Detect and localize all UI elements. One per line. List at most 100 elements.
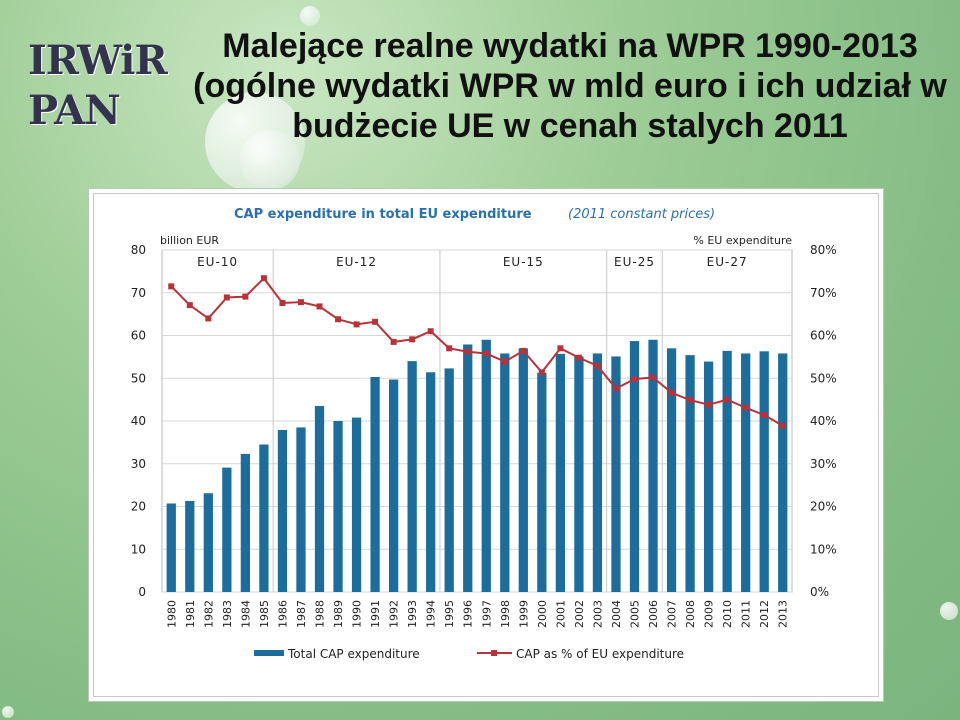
- x-tick-label: 2013: [777, 600, 790, 628]
- line-point-2003: [594, 362, 601, 369]
- bar-1987: [296, 427, 306, 592]
- chart-subtitle: (2011 constant prices): [568, 207, 715, 222]
- bar-1999: [518, 348, 528, 592]
- right-tick-label: 50%: [810, 371, 837, 385]
- x-tick-label: 1989: [332, 600, 345, 628]
- cap-expenditure-chart: CAP expenditure in total EU expenditure …: [131, 207, 837, 661]
- line-point-2009: [705, 401, 712, 408]
- right-tick-label: 0%: [810, 585, 829, 599]
- line-point-1988: [316, 303, 323, 310]
- x-tick-label: 1994: [425, 600, 438, 628]
- bar-2001: [555, 353, 566, 592]
- left-tick-label: 80: [131, 243, 146, 257]
- left-tick-label: 30: [131, 457, 146, 471]
- bar-1991: [370, 376, 380, 592]
- x-tick-label: 1993: [406, 600, 419, 628]
- chart-legend: Total CAP expenditure CAP as % of EU exp…: [254, 647, 684, 661]
- era-label: EU-15: [503, 255, 544, 269]
- line-point-1983: [223, 294, 230, 301]
- decorative-bubble-medium: [240, 130, 300, 190]
- legend-label-bars: Total CAP expenditure: [287, 647, 420, 661]
- line-point-1985: [260, 275, 267, 282]
- chart-frame: CAP expenditure in total EU expenditure …: [93, 193, 879, 697]
- bar-1983: [222, 467, 232, 592]
- line-point-2011: [742, 404, 749, 411]
- bar-2002: [574, 356, 584, 592]
- bar-2012: [759, 351, 769, 592]
- bar-1998: [500, 353, 510, 592]
- bar-2003: [592, 353, 603, 592]
- x-tick-label: 1984: [239, 600, 252, 628]
- bar-1995: [444, 368, 454, 592]
- right-axis-label: % EU expenditure: [693, 234, 792, 247]
- line-point-1997: [483, 350, 490, 357]
- line-point-1999: [520, 347, 527, 354]
- line-point-2012: [761, 412, 768, 419]
- line-point-1996: [464, 348, 471, 355]
- bar-1988: [314, 406, 325, 592]
- x-tick-label: 2005: [629, 600, 642, 628]
- line-point-2005: [631, 376, 638, 383]
- bar-2004: [611, 356, 621, 592]
- era-label: EU-12: [336, 255, 377, 269]
- left-tick-label: 40: [131, 414, 146, 428]
- line-point-2002: [575, 354, 582, 361]
- bar-1990: [351, 417, 362, 592]
- left-axis-label: billion EUR: [160, 234, 219, 247]
- line-point-1992: [390, 338, 397, 345]
- x-tick-label: 1990: [351, 600, 364, 628]
- x-tick-label: 2009: [703, 600, 716, 628]
- decorative-bubble-bottom: [2, 706, 14, 718]
- right-tick-label: 10%: [810, 542, 837, 556]
- left-tick-label: 60: [131, 329, 146, 343]
- bar-2000: [537, 372, 547, 592]
- era-label: EU-25: [614, 255, 655, 269]
- x-tick-label: 2008: [684, 600, 697, 628]
- line-point-1994: [427, 328, 434, 335]
- legend-label-line: CAP as % of EU expenditure: [516, 647, 684, 661]
- bar-1981: [185, 500, 195, 592]
- line-point-1991: [372, 318, 379, 325]
- legend-swatch-line-marker: [491, 650, 497, 656]
- left-tick-label: 0: [138, 585, 146, 599]
- left-tick-label: 20: [131, 500, 146, 514]
- x-tick-label: 2011: [740, 600, 753, 628]
- line-point-1981: [186, 302, 193, 309]
- x-tick-label: 1980: [165, 600, 178, 628]
- line-point-2010: [724, 396, 731, 403]
- bar-1989: [333, 421, 343, 592]
- line-point-1998: [501, 358, 508, 365]
- right-tick-label: 60%: [810, 329, 837, 343]
- bar-1993: [407, 361, 417, 592]
- x-tick-label: 1986: [276, 600, 289, 628]
- left-tick-label: 50: [131, 371, 146, 385]
- bar-1980: [166, 503, 176, 592]
- right-tick-label: 70%: [810, 286, 837, 300]
- decorative-bubble-small: [300, 6, 320, 26]
- x-tick-label: 2000: [536, 600, 549, 628]
- line-point-1990: [353, 321, 360, 328]
- line-point-1984: [242, 293, 249, 300]
- x-tick-label: 2012: [758, 600, 771, 628]
- slide-title-line-3: budżecie UE w cenah stalych 2011: [292, 107, 848, 145]
- x-tick-label: 1997: [480, 600, 493, 628]
- bar-2009: [703, 361, 714, 592]
- x-tick-label: 2002: [573, 600, 586, 628]
- x-tick-label: 2007: [666, 600, 679, 628]
- line-point-2001: [557, 345, 564, 352]
- line-point-2004: [612, 385, 619, 392]
- bar-1985: [259, 444, 269, 592]
- right-tick-label: 20%: [810, 500, 837, 514]
- era-annotations: EU-10 EU-12 EU-15 EU-25 EU-27: [197, 250, 747, 592]
- x-tick-label: 1982: [202, 600, 215, 628]
- x-tick-label: 1995: [443, 600, 456, 628]
- x-tick-label: 2003: [591, 600, 604, 628]
- right-tick-label: 80%: [810, 243, 837, 257]
- bar-1997: [481, 339, 491, 592]
- line-point-2006: [650, 374, 657, 381]
- line-point-1989: [335, 316, 342, 323]
- bar-1982: [203, 493, 213, 592]
- x-tick-label: 2004: [610, 600, 623, 628]
- x-tick-label: 1981: [184, 600, 197, 628]
- right-tick-label: 30%: [810, 457, 837, 471]
